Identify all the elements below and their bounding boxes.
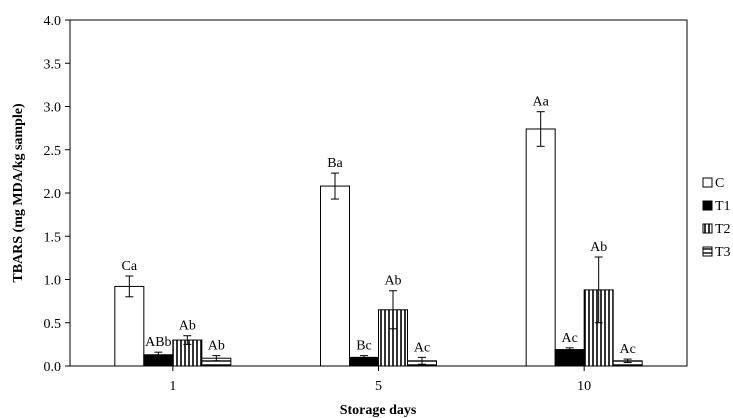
legend-label: T1 <box>715 199 731 214</box>
data-label: Ac <box>620 342 636 357</box>
x-axis: 1 5 10 <box>169 366 591 394</box>
data-label: Ba <box>327 156 343 171</box>
data-labels: Ca ABb Ab Ab Ba Bc Ab Ac Aa Ac Ab Ac <box>122 95 636 357</box>
legend-swatch <box>702 200 713 211</box>
y-axis-title: TBARS (mg MDA/kg sample) <box>11 103 26 283</box>
legend-label: T2 <box>715 222 731 237</box>
x-axis-title: Storage days <box>340 403 417 418</box>
data-label: Ab <box>590 240 607 255</box>
x-tick-label: 10 <box>577 379 591 394</box>
y-tick-label: 3.0 <box>44 101 62 116</box>
legend-label: C <box>715 176 724 191</box>
legend-swatch <box>702 223 713 234</box>
data-label: ABb <box>145 335 171 350</box>
x-tick-label: 5 <box>375 379 382 394</box>
bars <box>114 128 643 367</box>
data-label: Aa <box>533 95 550 110</box>
y-axis: 0.0 0.5 1.0 1.5 2.0 2.5 3.0 3.5 4.0 <box>44 14 70 375</box>
y-tick-label: 4.0 <box>44 14 62 29</box>
data-label: Ca <box>122 259 138 274</box>
y-tick-label: 2.0 <box>44 187 62 202</box>
legend-swatch <box>702 177 713 188</box>
bar <box>320 185 350 367</box>
data-label: Ac <box>562 331 578 346</box>
y-tick-label: 0.5 <box>44 317 62 332</box>
legend-label: T3 <box>715 245 731 260</box>
data-label: Bc <box>356 339 372 354</box>
y-tick-label: 0.0 <box>44 360 62 375</box>
x-tick-label: 1 <box>169 379 176 394</box>
data-label: Ab <box>208 339 225 354</box>
y-tick-label: 2.5 <box>44 144 62 159</box>
legend-swatch <box>702 246 713 257</box>
y-tick-label: 1.0 <box>44 274 62 289</box>
legend: C T1 T2 T3 <box>702 176 731 260</box>
y-tick-label: 1.5 <box>44 230 62 245</box>
bar <box>114 285 145 367</box>
data-label: Ab <box>384 274 401 289</box>
y-tick-label: 3.5 <box>44 57 62 72</box>
bar <box>554 349 585 367</box>
error-bars <box>125 111 632 365</box>
data-label: Ab <box>179 319 196 334</box>
bar <box>525 128 556 367</box>
data-label: Ac <box>414 340 430 355</box>
